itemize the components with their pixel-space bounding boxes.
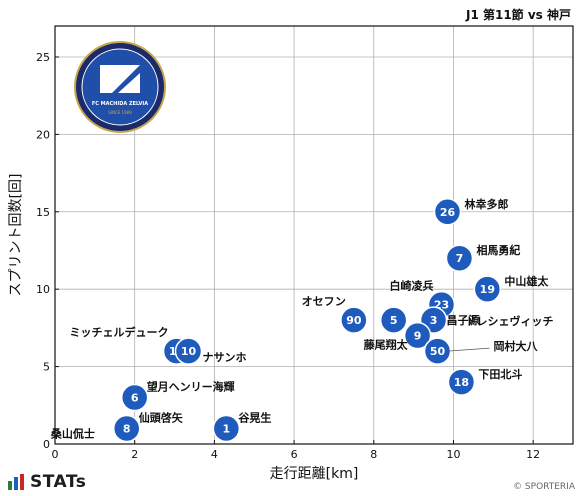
player-marker <box>174 337 203 365</box>
player-number: 26 <box>440 206 456 219</box>
player-marker <box>433 198 462 226</box>
player-name: 白崎凌兵 <box>390 279 434 293</box>
player-name: 谷晃生 <box>238 411 271 425</box>
y-tick-label: 10 <box>36 283 50 296</box>
player-number: 7 <box>456 252 464 265</box>
logo-z-lower <box>118 73 140 93</box>
player-number: 10 <box>181 345 197 358</box>
player-point: 26 林幸多郎 <box>433 197 508 226</box>
player-point: 昌子源 <box>447 313 480 327</box>
player-name: ナサンホ <box>202 351 246 364</box>
player-number: 9 <box>414 330 422 343</box>
player-point: 19 中山雄太 <box>473 274 549 303</box>
player-number: 8 <box>123 423 131 436</box>
plot-frame <box>54 25 574 445</box>
stats-bars-icon <box>8 474 24 490</box>
player-point: 8 仙頭啓矢 <box>112 411 184 443</box>
player-marker <box>473 275 502 303</box>
player-number: 90 <box>346 314 362 327</box>
player-point: 50 岡村大八 <box>423 337 539 365</box>
player-name: 下田北斗 <box>478 367 522 381</box>
player-marker <box>340 306 368 334</box>
player-marker <box>379 306 408 334</box>
x-tick-label: 10 <box>446 448 460 461</box>
y-tick-label: 15 <box>36 206 50 219</box>
y-tick-label: 20 <box>36 128 50 141</box>
y-axis-label: スプリント回数[回] <box>8 174 24 297</box>
player-name: 仙頭啓矢 <box>139 411 184 425</box>
player-marker <box>403 321 432 350</box>
x-tick-label: 2 <box>131 448 138 461</box>
player-number: 19 <box>480 283 495 296</box>
x-tick-label: 12 <box>526 448 540 461</box>
x-tick-label: 8 <box>370 448 377 461</box>
player-name: 林幸多郎 <box>464 197 508 211</box>
player-point: 15ミッチェルデューク <box>70 325 191 365</box>
player-point: 桑山侃士 <box>50 426 95 440</box>
player-name: 相馬勇紀 <box>476 243 520 257</box>
copyright: © SPORTERIA <box>513 482 575 492</box>
player-point: 5 <box>379 306 408 334</box>
match-title: J1 第11節 vs 神戸 <box>465 8 571 22</box>
player-number: 1 <box>223 423 231 436</box>
player-point: 7 相馬勇紀 <box>445 243 520 272</box>
x-tick-label: 4 <box>211 448 218 461</box>
player-number: 6 <box>131 392 139 405</box>
player-marker <box>212 414 241 443</box>
stats-brand: STATs <box>30 472 87 492</box>
player-name: ドレシェヴィッチ <box>466 314 554 328</box>
x-tick-label: 6 <box>291 448 298 461</box>
player-name: ミッチェルデューク <box>70 325 169 339</box>
player-marker <box>447 368 476 396</box>
player-number: 5 <box>390 314 398 327</box>
logo-club-name: FC MACHIDA ZELVIA <box>92 101 148 107</box>
x-axis-label: 走行距離[km] <box>270 465 359 482</box>
player-name: 藤尾翔太 <box>364 338 409 352</box>
player-point: 1 谷晃生 <box>212 411 271 443</box>
player-name: 桑山侃士 <box>50 426 95 440</box>
player-name: オセフン <box>302 295 346 308</box>
y-tick-label: 0 <box>43 438 50 451</box>
player-name: 中山雄太 <box>504 274 549 288</box>
y-tick-label: 25 <box>36 51 50 64</box>
stats-logo: STATs <box>8 472 86 492</box>
logo-since: SINCE 1989 <box>108 110 132 115</box>
y-tick-label: 5 <box>43 361 50 374</box>
player-point: 10 ナサンホ <box>174 337 246 365</box>
player-name: 望月ヘンリー海輝 <box>147 380 235 394</box>
player-point: 6 望月ヘンリー海輝 <box>120 380 235 412</box>
player-number: 18 <box>454 376 469 389</box>
logo-z-upper <box>100 65 140 93</box>
player-point: 18 下田北斗 <box>447 367 522 396</box>
player-name: 昌子源 <box>447 313 480 327</box>
player-number: 50 <box>430 345 446 358</box>
player-name: 岡村大八 <box>494 339 539 353</box>
player-point: 9 藤尾翔太 <box>364 321 432 352</box>
player-point: 3 ドレシェヴィッチ <box>419 306 554 334</box>
player-marker <box>120 383 149 412</box>
player-number: 3 <box>430 314 438 327</box>
team-logo: FC MACHIDA ZELVIA SINCE 1989 <box>74 41 166 133</box>
label-leader-line <box>447 347 490 352</box>
player-marker <box>445 244 474 272</box>
x-tick-label: 0 <box>52 448 59 461</box>
player-marker <box>112 414 141 443</box>
